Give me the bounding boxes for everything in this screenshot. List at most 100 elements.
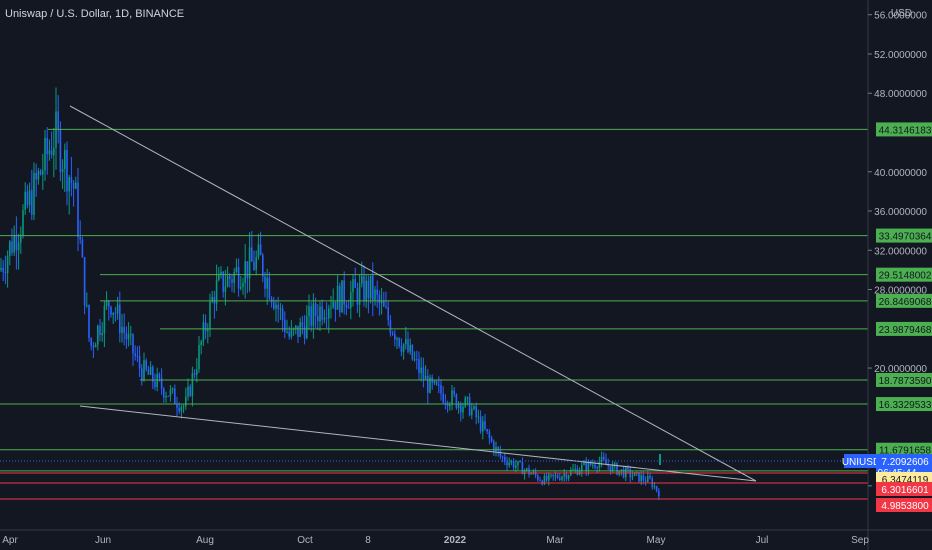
candle-body	[642, 475, 645, 481]
level-price-tag	[876, 372, 932, 387]
level-price-tag	[876, 122, 932, 137]
candle-body	[70, 177, 73, 183]
candle-body	[354, 279, 356, 288]
descending-trendline[interactable]	[69, 105, 757, 482]
candle-body	[477, 416, 480, 418]
candle-body	[585, 462, 587, 471]
candle-body	[279, 308, 282, 310]
x-tick-label: Apr	[2, 535, 18, 546]
candle-body	[284, 320, 286, 333]
candle-body	[233, 272, 235, 283]
candle-body	[563, 473, 565, 477]
candle-body	[92, 345, 95, 348]
candle-body	[321, 306, 323, 320]
candle-body	[11, 241, 13, 253]
candle-body	[631, 475, 634, 478]
x-tick-label: 2022	[444, 535, 467, 546]
candle-body	[440, 384, 442, 394]
candle-body	[207, 328, 209, 332]
candle-body	[20, 235, 22, 243]
candle-body	[530, 473, 532, 475]
candle-body	[609, 465, 612, 472]
candle-body	[275, 304, 277, 309]
candle-body	[242, 283, 244, 288]
candle-body	[79, 236, 81, 240]
candle-body	[435, 381, 438, 385]
candle-body	[358, 283, 361, 305]
candle-body	[37, 171, 40, 180]
x-tick-label: May	[647, 535, 666, 546]
candle-body	[97, 325, 99, 345]
red-level-label: 4.9853800	[881, 501, 929, 512]
candle-body	[537, 475, 539, 480]
candle-body	[193, 373, 196, 375]
candle-body	[451, 390, 453, 406]
candle-body	[343, 280, 345, 305]
candle-body	[614, 463, 616, 465]
candle-body	[319, 306, 321, 322]
candle-body	[108, 301, 110, 307]
candle-body	[9, 241, 11, 256]
candle-body	[323, 317, 326, 320]
candle-body	[119, 304, 121, 333]
candle-body	[433, 381, 436, 383]
candle-body	[528, 468, 530, 475]
candle-body	[383, 300, 385, 307]
level-price-tag	[876, 442, 932, 457]
candle-body	[123, 326, 125, 334]
candle-body	[453, 390, 455, 395]
candle-body	[523, 470, 526, 475]
candle-body	[235, 267, 238, 273]
candle-body	[81, 239, 84, 258]
candle-body	[328, 308, 330, 319]
candle-body	[189, 386, 191, 396]
candle-body	[495, 446, 497, 452]
candle-body	[554, 475, 557, 477]
candle-body	[653, 486, 656, 488]
candle-body	[367, 280, 370, 299]
candle-body	[376, 289, 378, 295]
level-price-tag	[876, 293, 932, 308]
level-price-tag	[876, 321, 932, 336]
y-tick-label: 36.0000000	[874, 207, 927, 218]
candle-body	[581, 465, 583, 472]
candle-body	[312, 303, 315, 326]
candle-body	[266, 277, 268, 289]
candle-body	[273, 302, 275, 309]
candle-body	[121, 326, 123, 333]
candle-body	[504, 456, 506, 462]
level-price-label: 16.3329533	[879, 400, 932, 411]
candle-body	[594, 464, 596, 468]
candle-body	[314, 303, 317, 317]
candle-body	[277, 304, 279, 309]
candle-body	[552, 474, 554, 477]
candle-body	[297, 325, 299, 337]
y-tick-label: 48.0000000	[874, 89, 927, 100]
candle-body	[290, 329, 293, 337]
candle-body	[68, 177, 70, 192]
candle-body	[587, 461, 590, 471]
candle-body	[224, 286, 227, 292]
candle-body	[15, 235, 18, 251]
candle-body	[39, 171, 42, 175]
candle-body	[330, 307, 332, 309]
candle-body	[59, 129, 62, 173]
candle-body	[545, 475, 548, 481]
candle-body	[561, 476, 563, 480]
candle-body	[180, 407, 183, 412]
candle-body	[576, 468, 579, 475]
support-trendline[interactable]	[79, 405, 757, 482]
y-tick-label: 52.0000000	[874, 50, 927, 61]
level-price-label: 18.7873590	[879, 376, 932, 387]
candle-body	[288, 331, 290, 337]
candle-body	[548, 474, 550, 481]
candle-body	[499, 450, 502, 457]
candle-body	[178, 407, 180, 412]
candle-body	[486, 429, 488, 432]
candle-body	[66, 149, 68, 192]
candle-body	[77, 182, 79, 237]
candle-body	[347, 307, 350, 309]
candle-body	[64, 149, 66, 169]
candle-body	[457, 403, 460, 409]
